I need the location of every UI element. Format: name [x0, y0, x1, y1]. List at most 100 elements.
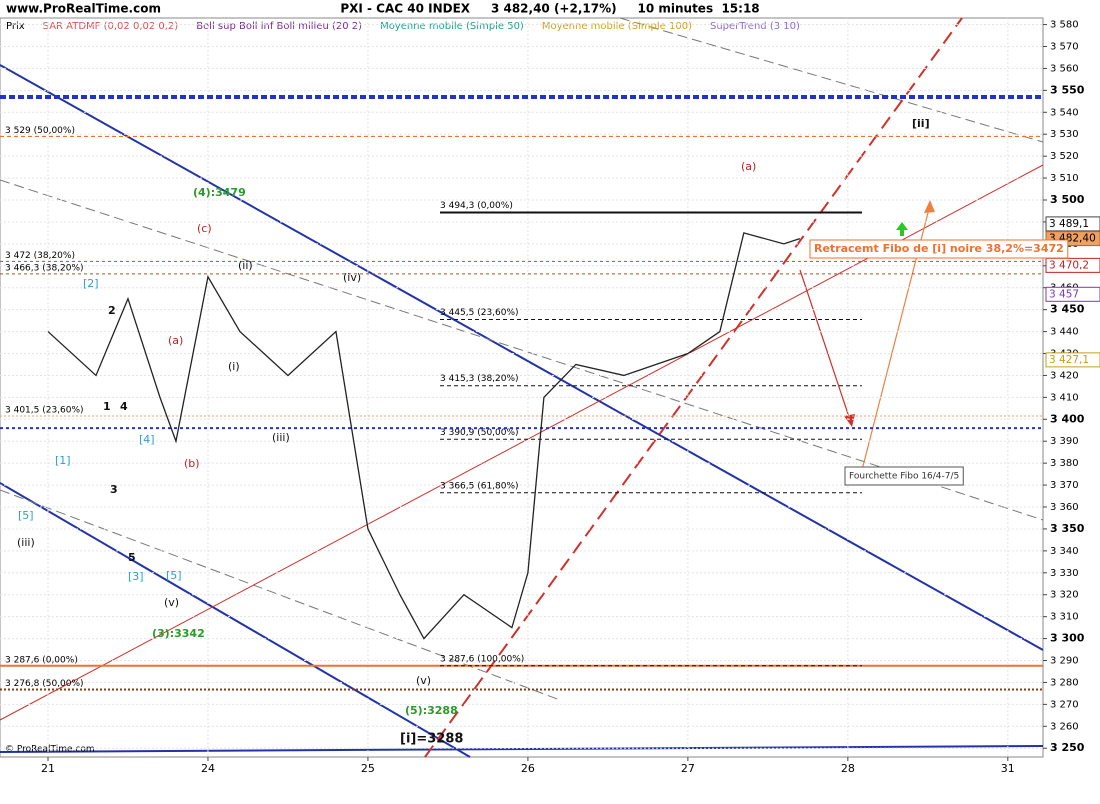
- y-tick-label: 3 540: [1050, 107, 1079, 118]
- y-tick-label: 3 310: [1050, 612, 1079, 623]
- wave-label: 5: [128, 551, 136, 564]
- y-tick-label: 3 420: [1050, 370, 1079, 381]
- wave-label: (iii): [17, 536, 35, 549]
- wave-label: [4]: [139, 433, 155, 446]
- y-tick-label: 3 290: [1050, 656, 1079, 667]
- y-tick-label: 3 260: [1050, 721, 1079, 732]
- y-tick-label: 3 340: [1050, 546, 1079, 557]
- red-dashed-line: [424, 17, 963, 758]
- wave-label: [ii]: [912, 117, 930, 130]
- copyright: © ProRealTime.com: [5, 745, 95, 755]
- price-tag-label: 3 470,2: [1049, 259, 1089, 271]
- y-tick-label: 3 450: [1050, 303, 1085, 316]
- wave-label: [2]: [83, 277, 99, 290]
- x-tick-label: 25: [361, 762, 375, 775]
- channel-line: [0, 745, 1044, 753]
- arrow-head: [844, 414, 855, 427]
- price-line: [47, 232, 801, 640]
- site: www.ProRealTime.com: [6, 2, 161, 16]
- price-tag-label: 3 489,1: [1049, 218, 1089, 230]
- price-tag: [1045, 286, 1100, 302]
- y-tick-label: 3 580: [1050, 20, 1079, 31]
- x-tick-label: 21: [41, 762, 55, 775]
- y-tick-label: 3 270: [1050, 699, 1079, 710]
- y-tick-label: 3 520: [1050, 151, 1079, 162]
- y-tick-label: 3 300: [1050, 632, 1085, 645]
- y-tick-label: 3 510: [1050, 173, 1079, 184]
- y-tick-label: 3 440: [1050, 327, 1079, 338]
- wave-label: 1: [103, 400, 111, 413]
- x-tick-label: 28: [841, 762, 855, 775]
- fibo-label: 3 472 (38,20%): [5, 251, 75, 261]
- wave-label: (a): [168, 334, 183, 347]
- x-tick-label: 31: [1001, 762, 1015, 775]
- wave-label: [i]=3288: [400, 732, 463, 747]
- red-arrow: [799, 269, 851, 421]
- wave-label: (i): [228, 360, 240, 373]
- wave-label: (4):3479: [193, 186, 246, 199]
- y-tick-label: 3 390: [1050, 436, 1079, 447]
- price-tag: [1045, 216, 1100, 232]
- wave-label: (a): [741, 160, 756, 173]
- fibo-label: 3 494,3 (0,00%): [440, 201, 513, 211]
- y-tick-label: 3 530: [1050, 129, 1079, 140]
- fibo-label: 3 287,6 (100,00%): [440, 654, 524, 664]
- note-box: [809, 239, 1069, 259]
- wave-label: (iv): [343, 271, 361, 284]
- y-tick-label: 3 380: [1050, 458, 1079, 469]
- wave-label: [3]: [128, 570, 144, 583]
- wave-label: (b): [184, 457, 200, 470]
- note-text: Fourchette Fibo 16/4-7/5: [849, 472, 959, 482]
- fibo-label: 3 390,9 (50,00%): [440, 428, 519, 438]
- wave-label: [5]: [18, 509, 34, 522]
- x-tick-label: 24: [201, 762, 215, 775]
- legend-entry: Prix: [6, 21, 25, 32]
- y-tick-label: 3 550: [1050, 83, 1085, 96]
- y-tick-label: 3 350: [1050, 522, 1085, 535]
- x-tick-label: 27: [681, 762, 695, 775]
- y-tick-label: 3 280: [1050, 677, 1079, 688]
- fibo-label: 3 276,8 (50,00%): [5, 679, 84, 689]
- arrow-head: [924, 200, 935, 213]
- y-tick-label: 3 330: [1050, 568, 1079, 579]
- wave-label: (ii): [238, 259, 253, 272]
- channel-line: [0, 482, 471, 758]
- legend-entry: SuperTrend (3 10): [710, 21, 800, 32]
- fibo-label: 3 529 (50,00%): [5, 126, 75, 136]
- note-box: [844, 466, 964, 486]
- price-tag: [1045, 257, 1100, 273]
- y-tick-label: 3 410: [1050, 392, 1079, 403]
- fibo-label: 3 445,5 (23,60%): [440, 308, 519, 318]
- legend-entry: SAR ATDMF (0,02 0,02 0,2): [43, 21, 179, 32]
- y-tick-label: 3 500: [1050, 193, 1085, 206]
- wave-label: 2: [108, 304, 116, 317]
- y-tick-label: 3 560: [1050, 63, 1079, 74]
- dashed-line: [0, 179, 1044, 521]
- wave-label: (5):3288: [405, 704, 458, 717]
- fibo-label: 3 287,6 (0,00%): [5, 655, 78, 665]
- legend-entry: Moyenne mobile (Simple 100): [542, 21, 692, 32]
- price-tag-label: 3 427,1: [1049, 354, 1089, 366]
- wave-label: (v): [164, 596, 179, 609]
- wave-label: 4: [120, 400, 128, 413]
- price-tag-label: 3 457: [1049, 288, 1079, 300]
- y-tick-label: 3 570: [1050, 42, 1079, 53]
- wave-label: [1]: [55, 454, 71, 467]
- fibo-label: 3 366,5 (61,80%): [440, 481, 519, 491]
- y-tick-label: 3 400: [1050, 412, 1085, 425]
- wave-label: (iii): [272, 431, 290, 444]
- note-text: Retracemt Fibo de [i] noire 38,2%=3472: [814, 242, 1064, 255]
- fibo-label: 3 401,5 (23,60%): [5, 406, 84, 416]
- x-tick-label: 26: [521, 762, 535, 775]
- y-tick-label: 3 370: [1050, 480, 1079, 491]
- legend-entry: Moyenne mobile (Simple 50): [380, 21, 524, 32]
- y-tick-label: 3 360: [1050, 502, 1079, 513]
- wave-label: (c): [197, 222, 212, 235]
- plot-frame: [0, 17, 1044, 758]
- dashed-line: [619, 17, 1044, 143]
- chart-title: PXI - CAC 40 INDEX 3 482,40 (+2,17%) 10 …: [340, 2, 759, 16]
- y-tick-label: 3 250: [1050, 741, 1085, 754]
